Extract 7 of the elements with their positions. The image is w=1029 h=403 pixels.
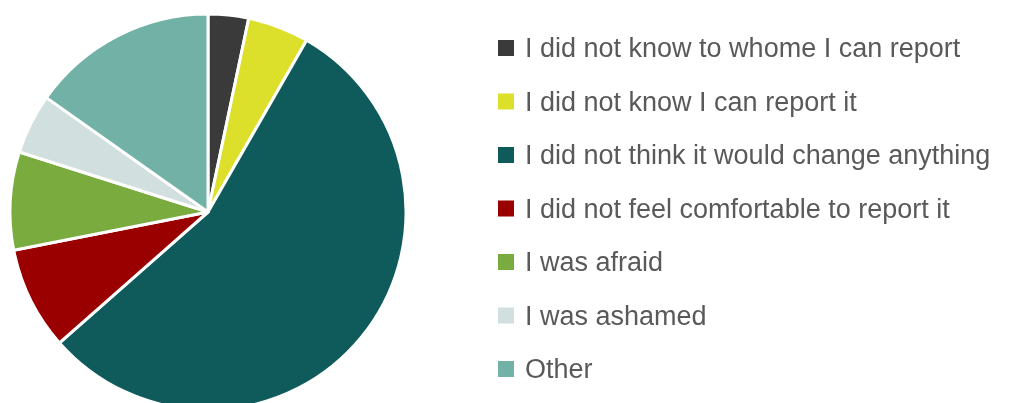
legend-label: Other <box>525 354 593 384</box>
legend-label: I did not feel comfortable to report it <box>525 193 951 224</box>
legend-label: I did not know I can report it <box>525 86 858 117</box>
legend-label: I was afraid <box>525 247 664 277</box>
legend-label: I did not think it would change anything <box>525 140 991 170</box>
legend-label: I did not know to whome I can report <box>525 33 961 63</box>
legend-label: I was ashamed <box>525 300 707 331</box>
